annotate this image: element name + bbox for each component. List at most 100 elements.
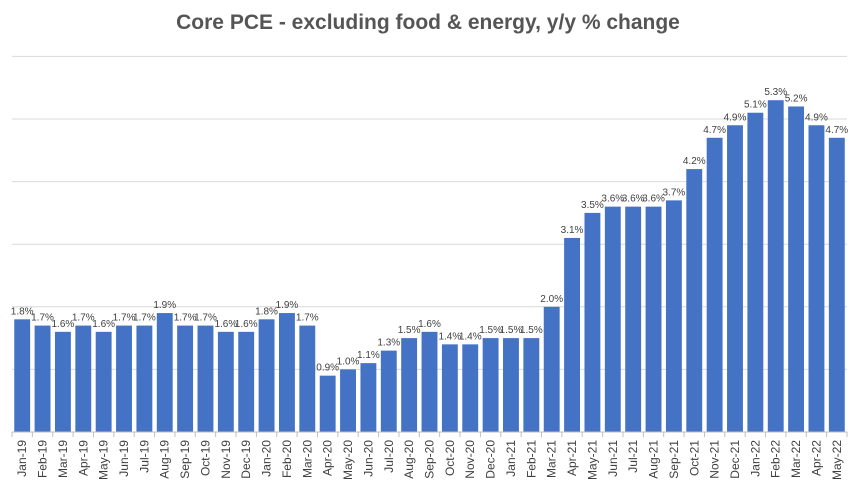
data-label: 4.7% [825, 125, 848, 136]
x-tick-label: Sep-21 [667, 440, 681, 479]
data-label: 1.6% [92, 319, 115, 330]
data-label: 1.6% [235, 319, 258, 330]
bar [238, 331, 255, 432]
x-tick-label: May-21 [585, 440, 599, 480]
data-label: 1.7% [174, 313, 197, 324]
bar [543, 306, 560, 432]
x-tick-label: Sep-20 [423, 440, 437, 479]
data-label: 1.6% [214, 319, 237, 330]
data-label: 1.7% [133, 313, 156, 324]
bar [462, 344, 479, 432]
x-tick-label: Mar-20 [300, 440, 314, 478]
x-tick-label: Jun-21 [606, 440, 620, 477]
x-tick-label: May-20 [341, 440, 355, 480]
data-label: 3.1% [561, 225, 584, 236]
bar [258, 319, 275, 432]
data-label: 1.0% [337, 356, 360, 367]
data-label: 5.3% [764, 87, 787, 98]
bar [747, 112, 764, 433]
x-tick-label: Jul-20 [382, 440, 396, 473]
data-label: 3.6% [601, 194, 624, 205]
bar [197, 325, 214, 432]
chart-title: Core PCE - excluding food & energy, y/y … [176, 11, 680, 34]
bar [645, 206, 662, 432]
x-tick-label: Aug-20 [402, 440, 416, 479]
x-tick-label: May-22 [830, 440, 844, 480]
bar [319, 375, 336, 432]
bar [116, 325, 132, 432]
bar [706, 137, 723, 432]
x-tick-label: Nov-19 [219, 440, 233, 479]
data-label: 1.4% [459, 331, 482, 342]
data-labels: 1.8%1.7%1.6%1.7%1.6%1.7%1.7%1.9%1.7%1.7%… [11, 87, 849, 373]
data-label: 4.9% [805, 112, 828, 123]
bars [14, 100, 845, 433]
data-label: 1.5% [398, 325, 421, 336]
bar [279, 313, 295, 432]
data-label: 1.3% [377, 338, 400, 349]
x-tick-label: Feb-19 [36, 440, 50, 478]
x-tick-label: Apr-22 [809, 440, 823, 476]
x-tick-label: Mar-19 [56, 440, 70, 478]
x-axis: Jan-19 Feb-19 Mar-19 Apr-19 May-19 Jun-19 Jul-… [11, 431, 848, 480]
data-label: 1.8% [11, 306, 34, 317]
bar [584, 212, 601, 432]
x-tick-label: Dec-20 [484, 440, 498, 479]
data-label: 1.7% [72, 313, 95, 324]
bar [95, 331, 112, 432]
data-label: 1.5% [500, 325, 523, 336]
x-tick-label: Jun-20 [361, 440, 375, 477]
x-tick-label: Oct-20 [443, 440, 457, 476]
bar [177, 325, 194, 432]
x-tick-label: Nov-21 [708, 440, 722, 479]
x-tick-label: Feb-22 [769, 440, 783, 478]
data-label: 1.1% [357, 350, 380, 361]
data-label: 1.9% [153, 300, 176, 311]
bar [564, 237, 581, 432]
bar [767, 100, 784, 432]
bar [217, 331, 234, 432]
x-tick-label: Jan-21 [504, 440, 518, 477]
x-tick-label: Jan-20 [260, 440, 274, 477]
x-tick-label: Oct-19 [198, 440, 212, 476]
bar [686, 169, 703, 432]
bar [299, 325, 316, 432]
bar [441, 344, 458, 432]
x-tick-label: Jul-21 [626, 440, 640, 473]
x-tick-label: Oct-21 [687, 440, 701, 476]
data-label: 1.5% [479, 325, 502, 336]
data-label: 1.4% [438, 331, 461, 342]
bar [503, 338, 519, 432]
bar [828, 137, 845, 432]
bar [523, 338, 540, 432]
x-tick-label: Mar-22 [789, 440, 803, 478]
bar [360, 363, 377, 432]
data-label: 1.6% [52, 319, 75, 330]
x-tick-label: Apr-21 [565, 440, 579, 476]
bar [75, 325, 92, 432]
x-tick-label: Feb-21 [524, 440, 538, 478]
x-tick-label: Jan-19 [15, 440, 29, 477]
bar [788, 106, 805, 432]
data-label: 0.9% [316, 363, 339, 374]
x-tick-label: Jan-22 [748, 440, 762, 477]
data-label: 3.7% [662, 187, 685, 198]
data-label: 1.9% [276, 300, 299, 311]
x-tick-label: Nov-20 [463, 440, 477, 479]
x-tick-label: Jun-19 [117, 440, 131, 477]
x-tick-label: Mar-21 [545, 440, 559, 478]
x-tick-label: Dec-19 [239, 440, 253, 479]
data-label: 1.7% [194, 313, 217, 324]
x-tick-label: Aug-21 [647, 440, 661, 479]
bar [604, 206, 621, 432]
bar [727, 125, 743, 432]
data-label: 1.7% [113, 313, 136, 324]
x-tick-label: Aug-19 [158, 440, 172, 479]
data-label: 1.8% [255, 306, 278, 317]
data-label: 4.2% [683, 156, 706, 167]
data-label: 1.7% [296, 313, 319, 324]
bar [136, 325, 153, 432]
data-label: 5.2% [785, 93, 808, 104]
data-label: 1.6% [418, 319, 441, 330]
x-tick-label: Apr-20 [321, 440, 335, 476]
